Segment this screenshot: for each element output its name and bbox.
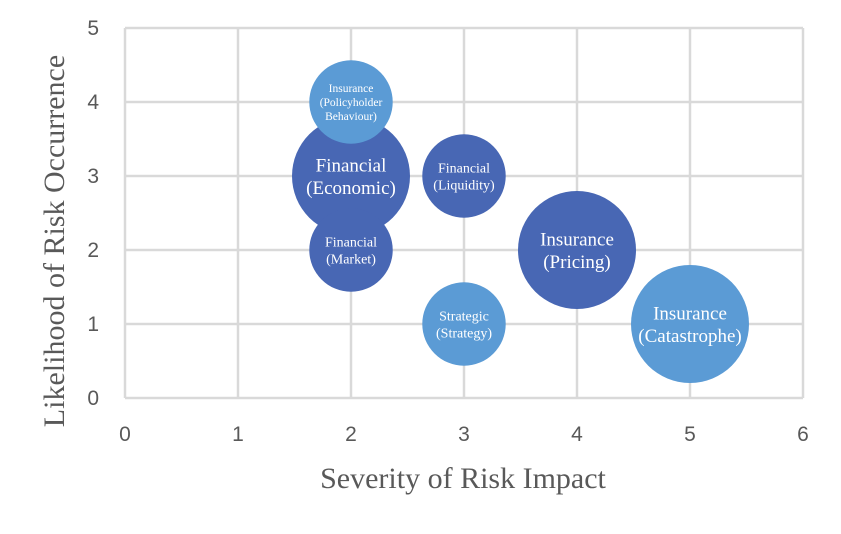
bubble-label: (Pricing) <box>543 252 611 273</box>
bubble-label: Behaviour) <box>325 111 377 123</box>
y-tick-label: 3 <box>87 165 99 188</box>
x-tick-labels: 0 1 2 3 4 5 6 <box>119 423 809 446</box>
bubble-label: (Market) <box>326 252 376 267</box>
bubble-label: Financial <box>316 155 387 176</box>
bubble-label: (Catastrophe) <box>638 326 741 347</box>
y-tick-label: 4 <box>87 91 99 114</box>
bubble-label: (Liquidity) <box>433 178 495 193</box>
y-tick-label: 2 <box>87 239 99 262</box>
bubble-label: Strategic <box>439 310 489 325</box>
bubble-circle <box>422 282 506 366</box>
bubble-label: (Economic) <box>306 178 396 199</box>
x-tick-label: 4 <box>571 423 583 446</box>
bubble: Financial(Economic) <box>292 117 410 235</box>
y-tick-labels: 0 1 2 3 4 5 <box>87 17 99 410</box>
bubble: Insurance(Catastrophe) <box>631 265 749 383</box>
bubble: Financial(Market) <box>309 208 393 292</box>
bubble-circle <box>631 265 749 383</box>
bubble-circle <box>518 191 636 309</box>
y-tick-label: 1 <box>87 313 99 336</box>
bubble-label: (Policyholder <box>320 97 383 109</box>
bubble-label: Financial <box>438 162 490 177</box>
bubble-circle <box>292 117 410 235</box>
bubble-label: Insurance <box>540 229 614 250</box>
x-tick-label: 1 <box>232 423 244 446</box>
x-tick-label: 0 <box>119 423 131 446</box>
bubble: Financial(Liquidity) <box>422 134 506 218</box>
bubble: Strategic(Strategy) <box>422 282 506 366</box>
bubble-label: (Strategy) <box>436 326 492 341</box>
bubbles-layer: Financial(Economic)Insurance(Pricing)Ins… <box>292 60 749 383</box>
x-tick-label: 3 <box>458 423 470 446</box>
x-tick-label: 2 <box>345 423 357 446</box>
bubble-label: Financial <box>325 236 377 251</box>
x-tick-label: 5 <box>684 423 696 446</box>
bubble-circle <box>309 60 393 144</box>
bubble: Insurance(Pricing) <box>518 191 636 309</box>
bubble-circle <box>309 208 393 292</box>
bubble-label: Insurance <box>653 303 727 324</box>
y-tick-label: 5 <box>87 17 99 40</box>
x-axis-title: Severity of Risk Impact <box>320 462 606 495</box>
bubble: Insurance (Policyholder Behaviour) <box>309 60 393 144</box>
bubble-label: Insurance <box>329 83 374 95</box>
y-tick-label: 0 <box>87 387 99 410</box>
x-tick-label: 6 <box>797 423 809 446</box>
y-axis-title: Likelihood of Risk Occurrence <box>38 55 71 427</box>
bubble-circle <box>422 134 506 218</box>
